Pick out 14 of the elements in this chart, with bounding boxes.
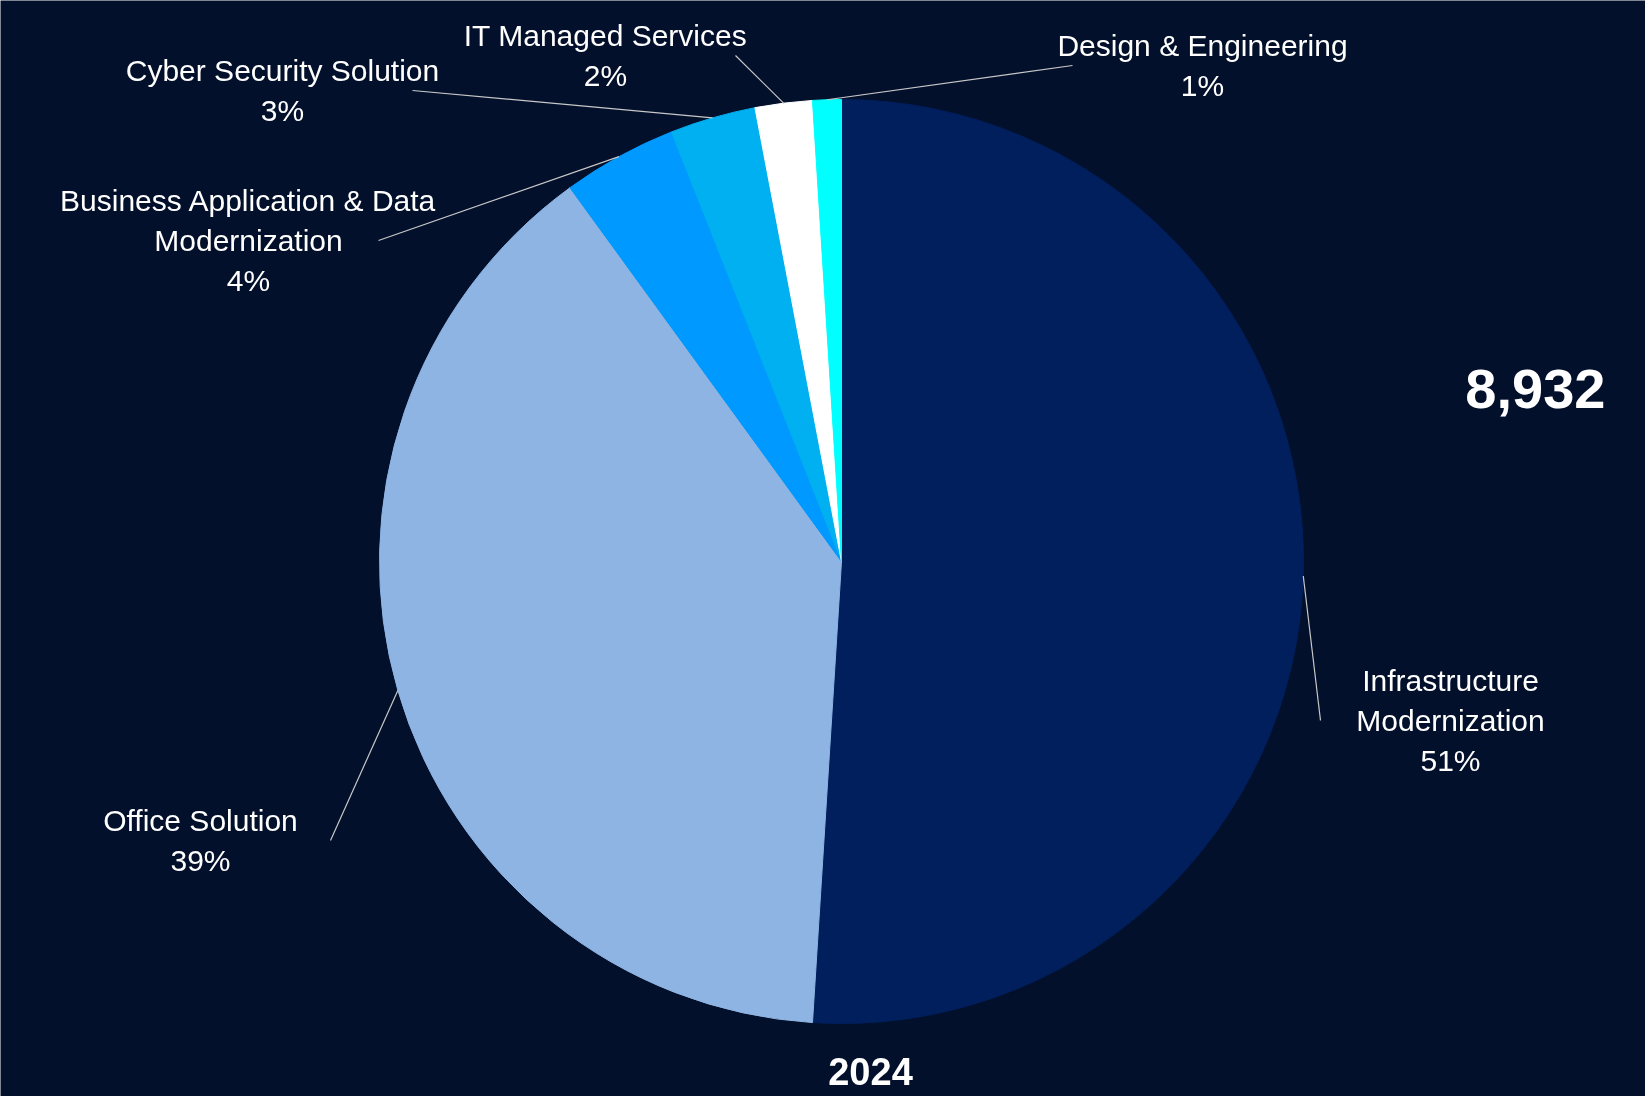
slice-label: IT Managed Services (463, 19, 747, 52)
data-label: 3% (260, 94, 305, 127)
text: 8,932 (1465, 356, 1606, 420)
slice-label: Cyber Security Solution (125, 54, 440, 87)
slice-label: Design & Engineering (1057, 29, 1348, 62)
slice-label: Business Application & Data Modernization (60, 184, 436, 257)
text: 2024 (828, 1050, 913, 1093)
slice-label: Infrastructure Modernization (1356, 664, 1545, 737)
data-label: 39% (170, 844, 231, 877)
data-label: 1% (1180, 69, 1225, 102)
data-label: 51% (1420, 744, 1481, 777)
data-label: 4% (226, 264, 271, 297)
data-label: 2% (583, 59, 628, 92)
slice-label: Office Solution (103, 804, 298, 837)
